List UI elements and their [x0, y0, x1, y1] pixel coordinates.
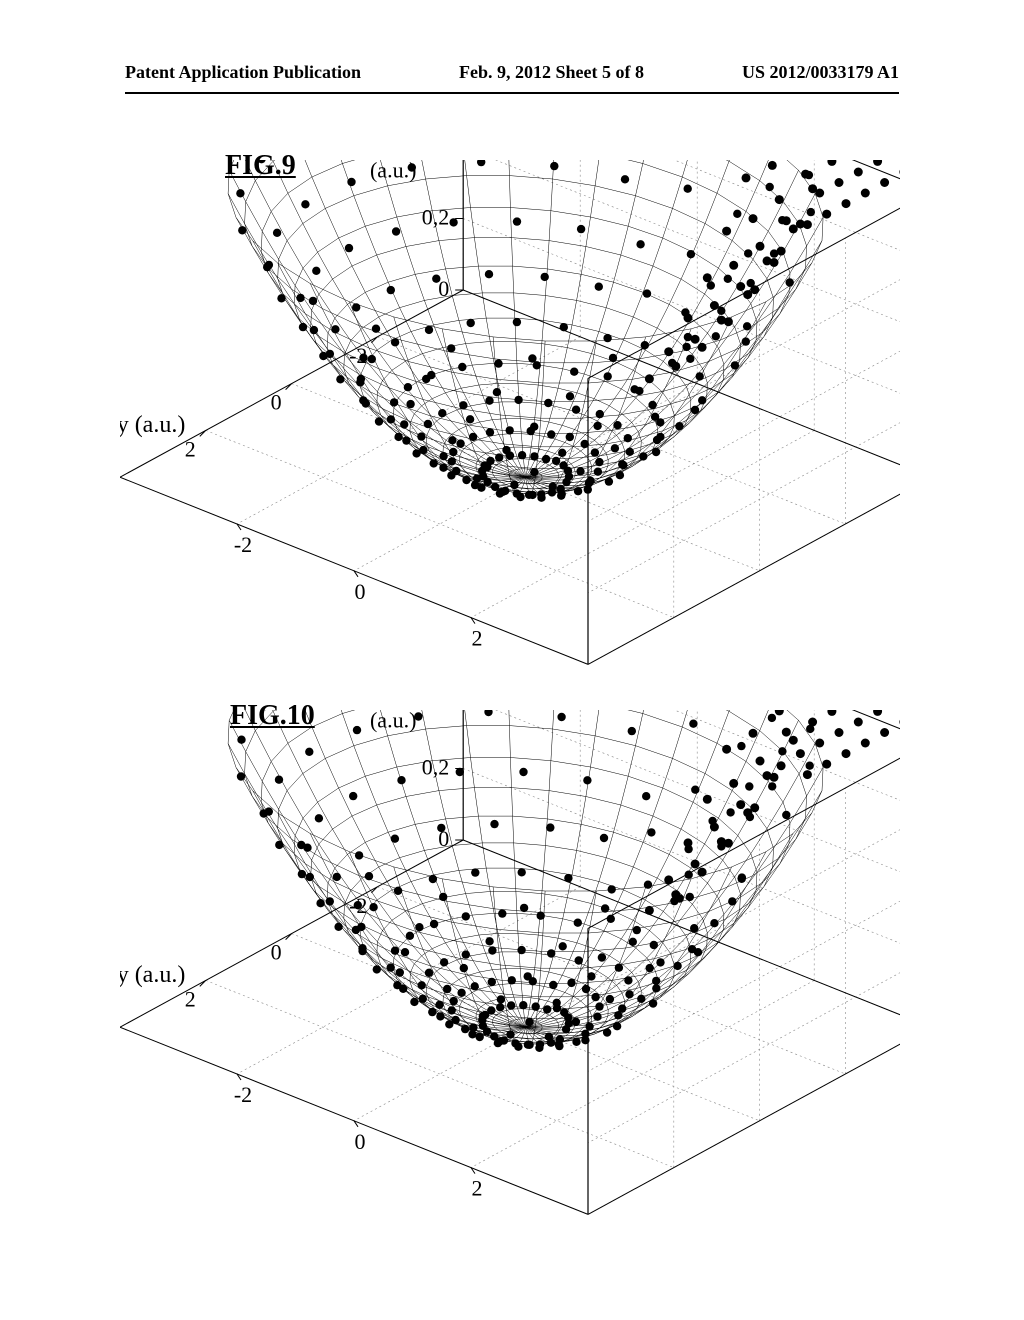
- svg-text:0,2: 0,2: [422, 755, 450, 780]
- chart-3d: 0,60,40,20z(a.u.)420-2y (a.u.)-202x (a.u…: [120, 160, 900, 680]
- svg-text:y (a.u.): y (a.u.): [120, 412, 185, 438]
- svg-text:2: 2: [472, 626, 483, 651]
- svg-text:2: 2: [185, 986, 196, 1011]
- svg-text:-2: -2: [349, 343, 367, 368]
- svg-text:-2: -2: [234, 532, 252, 557]
- header-center: Feb. 9, 2012 Sheet 5 of 8: [459, 62, 644, 83]
- chart-3d: 0,60,40,20z(a.u.)420-2y (a.u.)-202x (a.u…: [120, 710, 900, 1230]
- svg-text:0: 0: [355, 579, 366, 604]
- svg-text:0: 0: [271, 940, 282, 965]
- surface-plot-3d: 0,60,40,20z(a.u.)420-2y (a.u.)-202x (a.u…: [120, 710, 900, 1235]
- header-left: Patent Application Publication: [125, 62, 361, 83]
- svg-text:2: 2: [185, 436, 196, 461]
- svg-text:0: 0: [355, 1129, 366, 1154]
- svg-text:(a.u.): (a.u.): [370, 710, 416, 732]
- svg-text:2: 2: [472, 1176, 483, 1201]
- svg-text:0: 0: [438, 826, 449, 851]
- svg-text:-2: -2: [234, 1082, 252, 1107]
- header-right: US 2012/0033179 A1: [742, 62, 899, 83]
- svg-text:-2: -2: [349, 893, 367, 918]
- svg-text:0: 0: [271, 390, 282, 415]
- svg-text:(a.u.): (a.u.): [370, 160, 416, 182]
- page-header: Patent Application Publication Feb. 9, 2…: [0, 62, 1024, 83]
- svg-text:y (a.u.): y (a.u.): [120, 962, 185, 988]
- surface-plot-3d: 0,60,40,20z(a.u.)420-2y (a.u.)-202x (a.u…: [120, 160, 900, 685]
- svg-text:0: 0: [438, 276, 449, 301]
- header-rule: [125, 92, 899, 94]
- patent-page: Patent Application Publication Feb. 9, 2…: [0, 0, 1024, 1320]
- svg-text:0,2: 0,2: [422, 205, 450, 230]
